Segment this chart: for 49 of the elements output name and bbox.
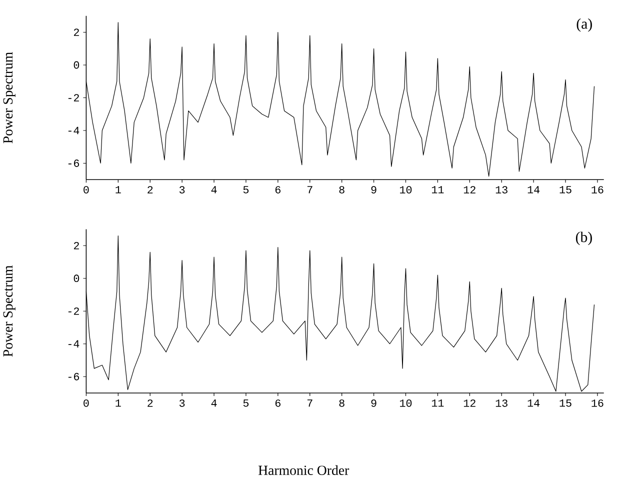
y-tick-label: 0 [74,274,80,282]
x-tick-label: 1 [116,399,121,406]
x-tick-label: 0 [84,399,89,407]
x-tick-label: 12 [464,399,476,407]
x-tick-label: 9 [371,186,376,194]
x-tick-label: 0 [84,186,89,194]
chart-title: (b) [576,232,592,246]
x-tick-label: 14 [528,399,540,406]
x-tick-label: 6 [275,186,280,194]
x-tick-label: 14 [528,186,540,194]
y-tick-label: -6 [68,159,80,167]
x-tick-label: 15 [560,186,572,194]
y-tick-label: 2 [74,28,79,36]
y-tick-label: 2 [74,242,79,250]
x-tick-label: 16 [592,186,604,194]
x-tick-label: 6 [275,399,280,407]
x-tick-label: 13 [496,399,508,407]
y-tick-label: -2 [68,94,79,102]
y-tick-label: -4 [68,126,80,134]
x-tick-label: 4 [211,186,217,194]
x-tick-label: 13 [496,186,508,194]
x-tick-label: 7 [307,186,312,194]
chart-title: (a) [576,18,592,32]
x-tick-label: 5 [243,186,249,194]
x-tick-label: 15 [560,399,572,407]
x-tick-label: 3 [179,186,185,194]
x-tick-label: 8 [339,186,344,194]
x-tick-label: 4 [211,399,217,406]
x-tick-label: 12 [464,186,476,194]
y-tick-label: -6 [68,372,80,380]
x-tick-label: 2 [148,399,153,407]
x-tick-label: 5 [243,399,249,407]
x-tick-label: 7 [307,399,312,406]
x-tick-label: 10 [400,186,412,194]
y-tick-label: -4 [68,340,80,348]
x-axis-title: Harmonic Order [258,465,350,475]
x-tick-label: 11 [432,399,444,406]
x-tick-label: 10 [400,399,412,407]
x-tick-label: 11 [432,186,444,194]
x-tick-label: 8 [339,399,344,407]
x-tick-label: 9 [371,399,376,407]
x-tick-label: 1 [116,186,121,194]
y-axis-title: Power Spectrum [3,52,16,144]
y-tick-label: 0 [74,61,80,69]
x-tick-label: 16 [592,399,604,407]
y-tick-label: -2 [68,307,79,315]
x-tick-label: 2 [148,186,153,194]
y-axis-title: Power Spectrum [3,265,16,357]
x-tick-label: 3 [179,399,185,407]
